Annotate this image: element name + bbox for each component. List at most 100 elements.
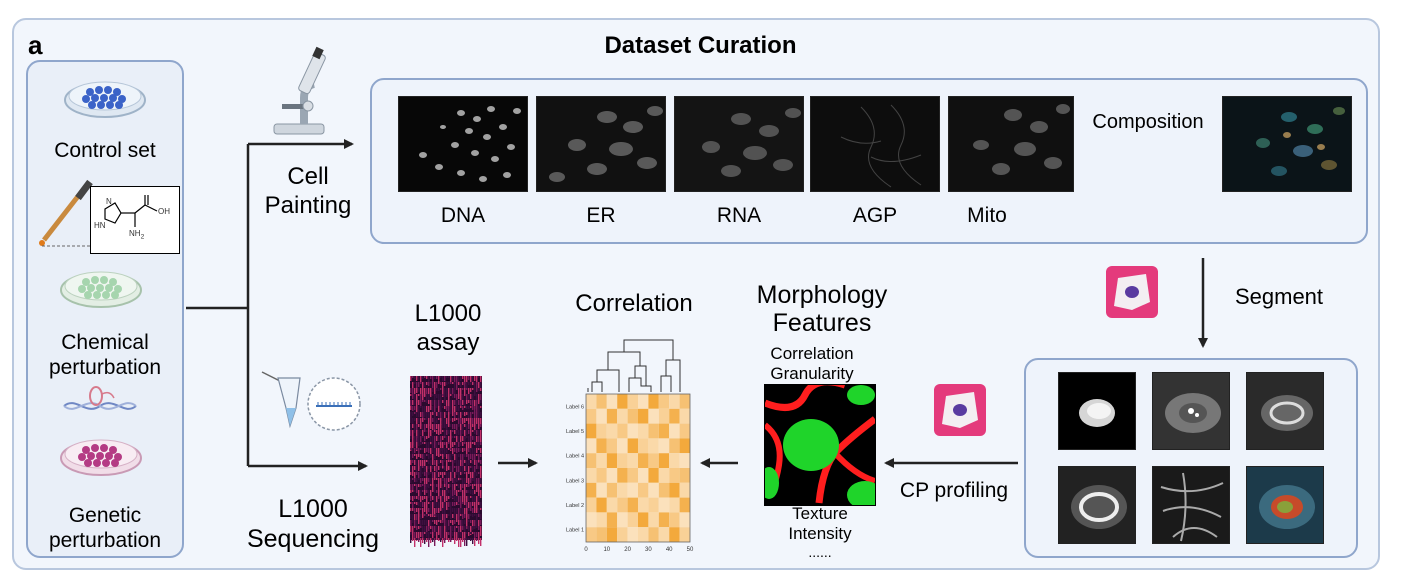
l1000-matrix-stripe	[460, 388, 462, 395]
feature-correlation: Correlation	[770, 344, 854, 363]
heatmap-cell	[596, 512, 607, 528]
l1000-matrix-stripe	[448, 430, 450, 434]
gene-editing-icon	[63, 386, 137, 410]
l1000-matrix-stripe	[450, 526, 452, 533]
l1000-matrix-stripe	[412, 448, 414, 454]
l1000-matrix-stripe	[468, 442, 470, 449]
l1000-matrix-stripe	[480, 478, 482, 486]
l1000-matrix-stripe	[460, 412, 462, 421]
l1000-matrix-stripe	[428, 394, 430, 402]
l1000-matrix-stripe	[460, 484, 462, 492]
l1000-matrix-stripe	[476, 424, 478, 429]
l1000-matrix-stripe	[418, 418, 420, 423]
l1000-matrix-stripe	[474, 472, 476, 478]
heatmap-cell	[627, 394, 638, 409]
l1000-matrix-stripe	[458, 448, 460, 452]
l1000-matrix-stripe	[470, 490, 472, 494]
l1000-matrix-stripe	[476, 454, 478, 456]
l1000-matrix-stripe	[448, 466, 450, 470]
l1000-matrix-stripe	[410, 520, 412, 526]
heatmap-cell	[596, 438, 607, 454]
l1000-matrix-stripe	[456, 448, 458, 453]
heatmap-cell	[669, 497, 680, 513]
l1000-matrix-stripe	[462, 526, 464, 530]
heatmap-cell	[669, 453, 680, 468]
l1000-matrix-stripe	[418, 394, 420, 396]
l1000-matrix-stripe	[462, 520, 464, 529]
l1000-matrix-stripe	[452, 538, 454, 540]
l1000-matrix-stripe	[460, 490, 462, 492]
l1000-matrix-stripe	[460, 406, 462, 408]
l1000-matrix-stripe	[418, 376, 420, 381]
l1000-matrix-stripe	[416, 508, 418, 512]
l1000-matrix-stripe	[440, 538, 442, 542]
l1000-matrix-stripe	[416, 382, 418, 391]
l1000-matrix-stripe	[438, 472, 440, 477]
l1000-matrix-stripe	[450, 376, 452, 382]
l1000-matrix-stripe	[460, 466, 462, 474]
heatmap-cell	[638, 453, 649, 468]
heatmap-cell	[596, 394, 607, 409]
l1000-matrix-stripe	[432, 508, 434, 515]
l1000-matrix-stripe	[472, 394, 474, 403]
l1000-matrix-stripe	[434, 436, 436, 445]
composition-label: Composition	[1092, 111, 1204, 133]
l1000-matrix-stripe	[414, 448, 416, 453]
l1000-matrix-stripe	[452, 394, 454, 398]
feature-intensity: Intensity	[788, 524, 852, 544]
heatmap-cell	[669, 527, 680, 542]
l1000-matrix-stripe	[428, 514, 430, 516]
cell-painting-label: Cell Painting	[262, 163, 354, 221]
l1000-matrix-stripe	[466, 436, 468, 438]
l1000-matrix-stripe	[460, 514, 462, 516]
heatmap-cell	[679, 482, 690, 498]
l1000-matrix-stripe	[476, 532, 478, 537]
l1000-matrix-stripe	[416, 532, 418, 541]
genetic-perturbation-label: Genetic perturbation	[26, 503, 184, 553]
l1000-matrix-stripe	[478, 514, 480, 517]
l1000-matrix-stripe	[412, 436, 414, 445]
l1000-matrix-stripe	[480, 454, 482, 457]
l1000-matrix-stripe	[434, 394, 436, 401]
l1000-matrix-stripe	[450, 394, 452, 396]
l1000-matrix-stripe	[464, 382, 466, 389]
l1000-matrix-stripe	[416, 490, 418, 492]
l1000-matrix-stripe	[450, 466, 452, 473]
l1000-matrix-stripe	[468, 400, 470, 403]
l1000-matrix-stripe	[420, 394, 422, 400]
l1000-matrix-stripe	[434, 418, 436, 426]
l1000-matrix-stripe	[432, 442, 434, 450]
l1000-matrix-stripe	[434, 400, 436, 408]
l1000-matrix-stripe	[470, 520, 472, 523]
l1000-matrix-stripe	[480, 442, 482, 445]
heatmap-cell	[679, 408, 690, 424]
segmentation-mask-pattern	[765, 385, 875, 505]
l1000-matrix-stripe	[436, 436, 438, 441]
l1000-matrix-stripe	[472, 412, 474, 414]
l1000-matrix-stripe	[472, 520, 474, 529]
l1000-matrix-stripe	[452, 406, 454, 413]
l1000-matrix-stripe	[438, 400, 440, 407]
heatmap-cell	[596, 497, 607, 513]
l1000-matrix-stripe	[466, 394, 468, 401]
l1000-matrix-stripe	[478, 388, 480, 391]
l1000-matrix-stripe	[444, 388, 446, 394]
l1000-matrix-stripe	[462, 514, 464, 519]
l1000-matrix-stripe	[410, 502, 412, 504]
heatmap-cell	[627, 527, 638, 542]
l1000-matrix-stripe	[466, 442, 468, 450]
l1000-matrix-stripe	[426, 382, 428, 385]
l1000-matrix-stripe	[432, 484, 434, 492]
l1000-matrix-stripe	[428, 406, 430, 412]
heatmap-cell	[638, 423, 649, 439]
l1000-matrix-stripe	[462, 406, 464, 410]
heatmap-cell	[596, 527, 607, 542]
l1000-matrix-stripe	[472, 484, 474, 489]
l1000-matrix-stripe	[424, 376, 426, 378]
l1000-matrix-stripe	[456, 436, 458, 443]
l1000-matrix-stripe	[480, 406, 482, 408]
l1000-matrix-stripe	[476, 514, 478, 520]
l1000-matrix-stripe	[432, 400, 434, 405]
l1000-matrix-stripe	[480, 394, 482, 403]
l1000-matrix-stripe	[428, 466, 430, 469]
